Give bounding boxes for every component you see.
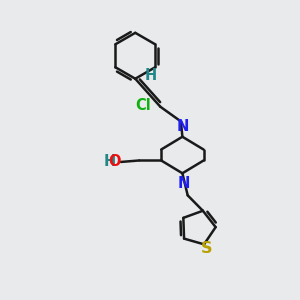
Text: Cl: Cl xyxy=(135,98,151,113)
Text: H: H xyxy=(145,68,157,83)
Text: O: O xyxy=(109,154,121,169)
Text: N: N xyxy=(177,176,190,190)
Text: S: S xyxy=(201,241,213,256)
Text: N: N xyxy=(176,119,189,134)
Text: H: H xyxy=(103,154,116,169)
